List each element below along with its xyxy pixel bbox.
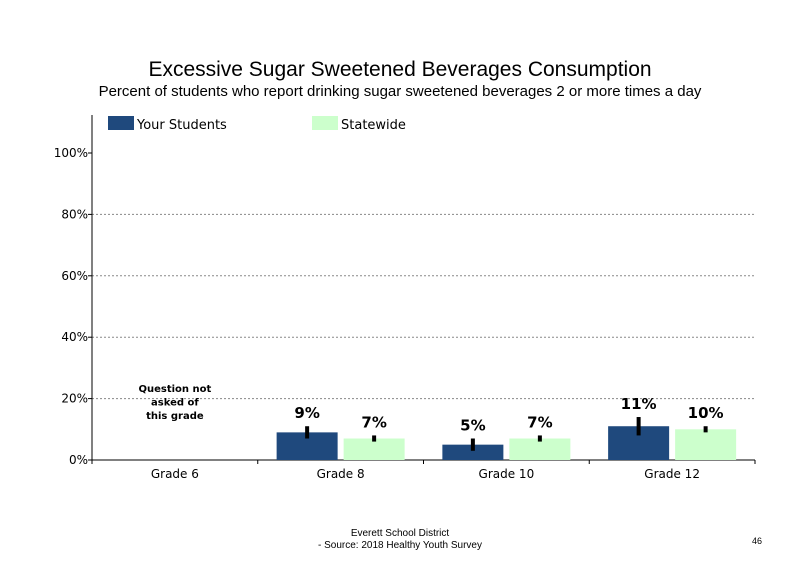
bar-chart: 0% 20% 40% 60% 80% 100% Your Students Statewide…: [54, 115, 756, 481]
footer-district: Everett School District: [350, 528, 450, 539]
data-label: 7%: [527, 413, 552, 431]
y-tick-label: 0%: [69, 453, 88, 467]
y-tick-label: 100%: [54, 146, 88, 160]
bar: [343, 438, 405, 460]
chart-title: Excessive Sugar Sweetened Beverages Cons…: [148, 58, 652, 81]
data-label: 5%: [460, 417, 485, 435]
footer: Everett School District - Source: 2018 H…: [0, 528, 800, 552]
data-label: 9%: [294, 404, 319, 422]
y-tick-label: 20%: [61, 392, 88, 406]
page-number: 46: [752, 536, 763, 546]
legend-swatch: [108, 116, 134, 130]
no-data-note: Question not: [138, 384, 211, 395]
bar: [442, 444, 504, 460]
bar: [675, 429, 737, 460]
x-tick-label: Grade 10: [479, 467, 535, 481]
chart-subtitle: Percent of students who report drinking …: [98, 83, 702, 100]
legend-label: Your Students: [136, 118, 227, 133]
y-tick-label: 60%: [61, 269, 88, 283]
data-label: 11%: [621, 395, 657, 413]
data-label: 7%: [361, 413, 386, 431]
footer-source: - Source: 2018 Healthy Youth Survey: [318, 540, 482, 551]
legend-swatch: [312, 116, 338, 130]
bar: [509, 438, 571, 460]
data-label: 10%: [688, 404, 724, 422]
x-tick-label: Grade 12: [644, 467, 700, 481]
x-tick-label: Grade 6: [151, 467, 199, 481]
y-tick-label: 80%: [61, 207, 88, 221]
legend-label: Statewide: [341, 118, 406, 133]
no-data-note: asked of: [151, 398, 199, 409]
no-data-note: this grade: [146, 411, 204, 422]
x-tick-label: Grade 8: [317, 467, 365, 481]
y-tick-label: 40%: [61, 330, 88, 344]
